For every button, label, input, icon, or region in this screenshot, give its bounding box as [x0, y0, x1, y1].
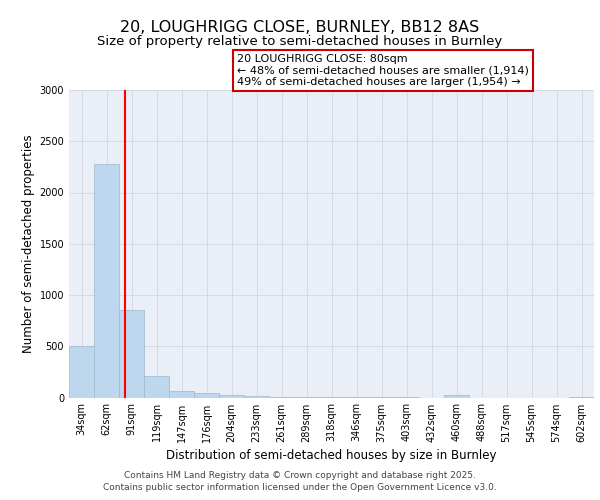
- Bar: [219, 395, 244, 398]
- Bar: [169, 391, 194, 398]
- Bar: [119, 310, 144, 398]
- Bar: [144, 376, 169, 398]
- X-axis label: Distribution of semi-detached houses by size in Burnley: Distribution of semi-detached houses by …: [166, 448, 497, 462]
- Y-axis label: Number of semi-detached properties: Number of semi-detached properties: [22, 134, 35, 353]
- Text: Contains HM Land Registry data © Crown copyright and database right 2025.: Contains HM Land Registry data © Crown c…: [124, 472, 476, 480]
- Text: 20 LOUGHRIGG CLOSE: 80sqm
← 48% of semi-detached houses are smaller (1,914)
49% : 20 LOUGHRIGG CLOSE: 80sqm ← 48% of semi-…: [237, 54, 529, 87]
- Bar: [194, 394, 219, 398]
- Text: Size of property relative to semi-detached houses in Burnley: Size of property relative to semi-detach…: [97, 34, 503, 48]
- Bar: [69, 346, 94, 398]
- Text: 20, LOUGHRIGG CLOSE, BURNLEY, BB12 8AS: 20, LOUGHRIGG CLOSE, BURNLEY, BB12 8AS: [121, 20, 479, 35]
- Bar: [244, 396, 269, 398]
- Bar: [269, 397, 294, 398]
- Bar: [444, 394, 469, 398]
- Text: Contains public sector information licensed under the Open Government Licence v3: Contains public sector information licen…: [103, 482, 497, 492]
- Bar: [94, 164, 119, 398]
